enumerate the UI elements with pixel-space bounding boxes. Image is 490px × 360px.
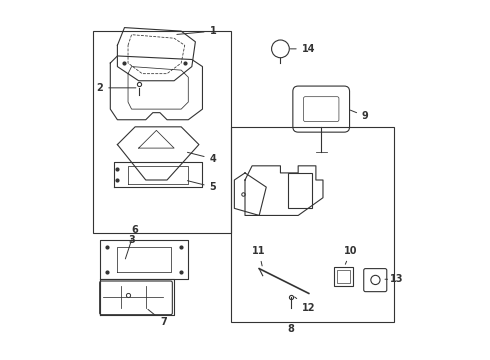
- Text: 13: 13: [385, 274, 404, 284]
- Bar: [93, 31, 231, 233]
- Bar: [231, 127, 394, 322]
- Text: 7: 7: [148, 309, 167, 327]
- Text: 6: 6: [125, 225, 138, 259]
- Text: 3: 3: [128, 235, 135, 245]
- Text: 5: 5: [188, 181, 216, 192]
- Text: 8: 8: [288, 324, 294, 334]
- Bar: [334, 267, 353, 286]
- Text: 9: 9: [350, 110, 368, 121]
- Text: 1: 1: [177, 26, 216, 36]
- Text: 2: 2: [97, 83, 136, 93]
- Bar: [337, 270, 349, 283]
- Text: 4: 4: [188, 152, 216, 164]
- Text: 14: 14: [290, 44, 315, 54]
- Bar: [288, 173, 312, 208]
- Text: 10: 10: [344, 246, 358, 264]
- Text: 11: 11: [252, 246, 266, 266]
- Text: 12: 12: [294, 297, 315, 312]
